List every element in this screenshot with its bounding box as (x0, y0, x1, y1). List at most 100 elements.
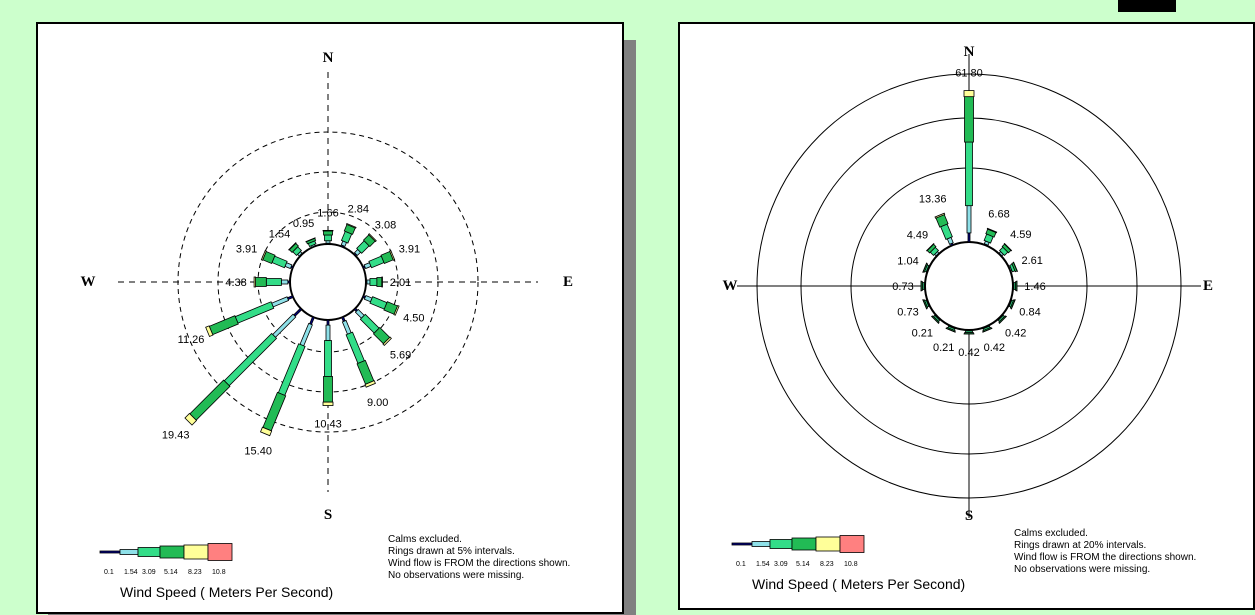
petal-segment (323, 230, 333, 231)
freq-label-sse: 9.00 (367, 397, 388, 409)
petal-segment (324, 376, 333, 402)
freq-label-nne: 2.84 (348, 204, 369, 216)
calm-circle (925, 242, 1013, 330)
petal-se (351, 305, 391, 345)
title-fragment (1118, 0, 1176, 12)
freq-label-wsw: 11.26 (178, 334, 205, 346)
legend-bin-5 (208, 544, 232, 561)
note-line-1: Calms excluded. (1014, 528, 1088, 539)
freq-label-ene: 3.91 (399, 243, 420, 255)
compass-w: W (81, 274, 96, 290)
freq-label-e: 1.46 (1024, 281, 1045, 293)
freq-label-wsw: 0.73 (897, 306, 918, 318)
petal-segment (966, 142, 973, 206)
petal-segment (256, 278, 267, 287)
note-line-4: No observations were missing. (1014, 564, 1150, 575)
legend-tick-5: 10.8 (212, 569, 226, 576)
freq-label-s: 0.42 (958, 347, 979, 359)
legend-tick-1: 1.54 (124, 569, 138, 576)
petal-segment (964, 91, 974, 97)
legend-tick-2: 3.09 (774, 561, 788, 568)
legend-bin-3 (792, 538, 816, 550)
freq-label-ese: 0.84 (1019, 306, 1040, 318)
freq-label-wnw: 1.04 (897, 256, 918, 268)
legend-tick-4: 8.23 (188, 569, 202, 576)
freq-label-w: 4.38 (225, 277, 246, 289)
petal-segment (367, 280, 370, 284)
freq-label-sse: 0.42 (984, 342, 1005, 354)
legend-bin-1 (752, 542, 770, 547)
freq-label-se: 5.69 (390, 350, 411, 362)
petal-segment (346, 332, 364, 363)
petal-sw (185, 305, 305, 425)
petal-segment (968, 233, 970, 242)
petal-segment (224, 333, 276, 385)
note-line-3: Wind flow is FROM the directions shown. (388, 558, 570, 569)
legend-bin-0 (732, 543, 752, 545)
petal-segment (357, 360, 374, 384)
freq-label-nne: 6.68 (988, 209, 1009, 221)
petal-segment (967, 206, 971, 233)
petal-segment (272, 297, 289, 307)
compass-s: S (965, 508, 973, 524)
petal-segment (300, 323, 312, 346)
freq-label-nw: 4.49 (907, 229, 928, 241)
petal-segment (190, 380, 230, 420)
petal-segment (377, 278, 382, 287)
petal-ese (361, 292, 399, 315)
freq-label-ssw: 0.21 (933, 342, 954, 354)
note-line-2: Rings drawn at 5% intervals. (388, 546, 515, 557)
petal-s (964, 330, 974, 334)
freq-label-n: 1.66 (317, 207, 338, 219)
legend-bin-4 (816, 537, 840, 551)
freq-label-nw: 1.54 (269, 229, 290, 241)
petal-segment (342, 320, 351, 334)
petal-segment (310, 317, 315, 325)
legend-tick-1: 1.54 (756, 561, 770, 568)
legend-tick-0: 0.1 (104, 569, 114, 576)
compass-w: W (723, 278, 738, 294)
freq-label-sw: 19.43 (162, 429, 190, 441)
freq-label-ne: 4.59 (1010, 229, 1031, 241)
freq-label-ene: 2.61 (1021, 255, 1042, 267)
petal-segment (965, 97, 974, 142)
legend-title: Wind Speed ( Meters Per Second) (120, 584, 333, 600)
petal-segment (327, 320, 329, 325)
petal-nne (338, 223, 356, 248)
petal-s (323, 320, 333, 406)
note-line-3: Wind flow is FROM the directions shown. (1014, 552, 1196, 563)
legend-tick-3: 5.14 (164, 569, 178, 576)
petal-nnw (935, 213, 957, 247)
compass-n: N (964, 44, 975, 60)
freq-label-se: 0.42 (1005, 328, 1026, 340)
legend-title: Wind Speed ( Meters Per Second) (752, 576, 965, 592)
legend-bin-5 (840, 536, 864, 553)
legend-bin-4 (184, 545, 208, 559)
petal-ene (361, 251, 394, 273)
freq-label-ssw: 15.40 (244, 445, 272, 457)
petal-segment (278, 344, 305, 396)
petal-segment (382, 277, 383, 287)
petal-n (323, 230, 333, 244)
freq-label-sw: 0.21 (912, 328, 933, 340)
freq-label-wnw: 3.91 (236, 243, 257, 255)
petal-segment (370, 279, 377, 286)
legend-tick-0: 0.1 (736, 561, 746, 568)
petal-ne (351, 234, 376, 259)
legend-tick-2: 3.09 (142, 569, 156, 576)
petal-segment (324, 231, 333, 235)
freq-label-ne: 3.08 (375, 220, 396, 232)
legend-tick-5: 10.8 (844, 561, 858, 568)
petal-segment (281, 280, 287, 284)
freq-label-s: 10.43 (314, 419, 342, 431)
petal-segment (323, 402, 333, 405)
legend-bin-3 (160, 546, 184, 558)
note-line-1: Calms excluded. (388, 534, 462, 545)
compass-e: E (563, 274, 573, 290)
petal-e (1013, 281, 1017, 291)
freq-label-e: 2.01 (390, 277, 411, 289)
petal-segment (273, 314, 296, 337)
petal-segment (266, 279, 281, 286)
